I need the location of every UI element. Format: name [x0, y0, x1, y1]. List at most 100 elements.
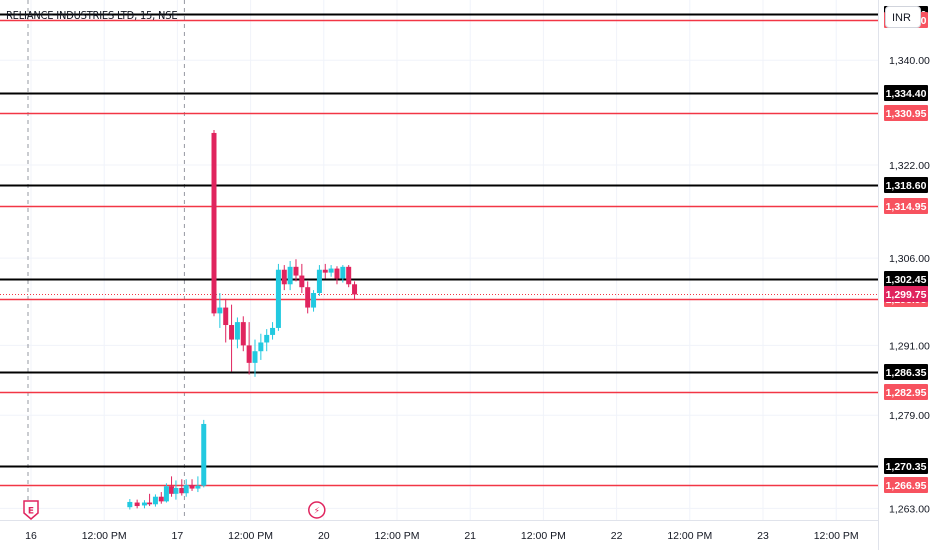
candle-body: [229, 325, 235, 340]
black-level-tag: 1,270.35: [884, 458, 928, 474]
candle-body: [147, 502, 153, 505]
candle-body: [211, 132, 217, 314]
time-tick-label: 21: [464, 530, 476, 542]
candle-body: [316, 269, 322, 294]
price-tag-bg: [884, 286, 928, 302]
event-markers: E ⚡: [23, 500, 326, 520]
price-tag-bg: [884, 105, 928, 121]
candle-body: [179, 487, 185, 494]
price-tick-label: 1,322.00: [889, 160, 930, 172]
candle-body: [264, 334, 270, 343]
candle-body: [163, 486, 169, 502]
black-level-tag: 1,286.35: [884, 364, 928, 380]
candle-body: [322, 269, 328, 273]
time-tick-label: 12:00 PM: [521, 530, 566, 542]
event-symbol: E: [28, 507, 34, 517]
candle-body: [141, 502, 147, 506]
candle-body: [158, 496, 164, 502]
candle-body: [270, 327, 276, 335]
time-tick-label: 12:00 PM: [667, 530, 712, 542]
price-tag-bg: [884, 177, 928, 193]
candle-body: [305, 287, 311, 308]
last-price-tag: 1,299.75: [884, 286, 928, 302]
candle-body: [127, 501, 133, 508]
black-level-tag: 1,318.60: [884, 177, 928, 193]
time-axis-bg: [0, 520, 878, 550]
candle-body: [287, 266, 293, 285]
time-tick-label: 17: [172, 530, 184, 542]
session-separators: [27, 0, 185, 520]
candle-body: [293, 266, 299, 276]
price-tag-label: 1,330.95: [886, 108, 927, 120]
price-tag-label: 1,314.95: [886, 201, 927, 213]
price-tick-label: 1,306.00: [889, 253, 930, 265]
price-tag-bg: [884, 458, 928, 474]
candle-body: [223, 307, 229, 326]
price-tag-label: 1,286.35: [886, 367, 927, 379]
candle-body: [311, 293, 317, 308]
price-tick-label: 1,291.00: [889, 340, 930, 352]
price-tag-bg: [884, 477, 928, 493]
currency-button[interactable]: INR: [885, 6, 921, 28]
candle-body: [183, 485, 189, 494]
price-tick-label: 1,340.00: [889, 55, 930, 67]
candle-body: [352, 284, 358, 295]
candle-body: [201, 423, 207, 486]
candle-body: [252, 351, 258, 363]
candle-body: [234, 322, 240, 340]
candlesticks: [127, 130, 358, 510]
candle-body: [240, 322, 246, 346]
red-level-tag: 1,282.95: [884, 384, 928, 400]
time-tick-label: 22: [611, 530, 623, 542]
price-tag-bg: [884, 85, 928, 101]
candle-body: [189, 485, 195, 489]
red-level-tag: 1,330.95: [884, 105, 928, 121]
candle-body: [334, 268, 340, 279]
event-symbol: ⚡: [314, 507, 320, 517]
price-tag-label: 1,334.40: [886, 88, 927, 100]
candle-body: [275, 269, 281, 328]
price-tag-label: 1,318.60: [886, 180, 927, 192]
dividend-icon[interactable]: [308, 501, 326, 519]
red-level-tag: 1,314.95: [884, 198, 928, 214]
price-tag-label: 1,302.45: [886, 274, 927, 286]
black-level-tag: 1,334.40: [884, 85, 928, 101]
time-tick-label: 23: [757, 530, 769, 542]
candle-body: [246, 345, 252, 363]
candle-body: [346, 266, 352, 285]
black-level-tag: 1,302.45: [884, 271, 928, 287]
price-tag-bg: [884, 384, 928, 400]
time-tick-label: 12:00 PM: [82, 530, 127, 542]
candle-body: [258, 342, 264, 352]
price-tag-bg: [884, 271, 928, 287]
symbol-title: RELIANCE INDUSTRIES LTD, 15, NSE: [6, 9, 178, 22]
candle-body: [195, 485, 201, 489]
chart-grid: [0, 0, 878, 520]
candle-body: [328, 268, 334, 273]
red-level-tag: 1,266.95: [884, 477, 928, 493]
candle-body: [217, 307, 223, 314]
price-tick-label: 1,279.00: [889, 410, 930, 422]
earnings-icon[interactable]: [23, 500, 39, 520]
candle-body: [299, 275, 305, 288]
price-tag-label: 1,282.95: [886, 387, 927, 399]
price-tag-bg: [884, 364, 928, 380]
candle-body: [134, 502, 140, 507]
time-tick-label: 12:00 PM: [228, 530, 273, 542]
candle-body: [340, 266, 346, 279]
price-tick-label: 1,263.00: [889, 503, 930, 515]
candle-body: [152, 496, 158, 505]
time-tick-label: 16: [25, 530, 37, 542]
time-axis[interactable]: 16 12:00 PM 17 12:00 PM 20 12:00 PM 21 12:00 PM…: [0, 520, 878, 550]
candle-body: [173, 487, 179, 494]
time-tick-label: 12:00 PM: [814, 530, 859, 542]
horizontal-levels: [0, 13, 878, 487]
candle-body: [169, 486, 175, 494]
time-tick-label: 12:00 PM: [375, 530, 420, 542]
time-tick-label: 20: [318, 530, 330, 542]
price-tag-bg: [884, 198, 928, 214]
candle-body: [281, 269, 287, 285]
price-tag-label: 1,270.35: [886, 461, 927, 473]
price-tag-label: 1,266.95: [886, 480, 927, 492]
